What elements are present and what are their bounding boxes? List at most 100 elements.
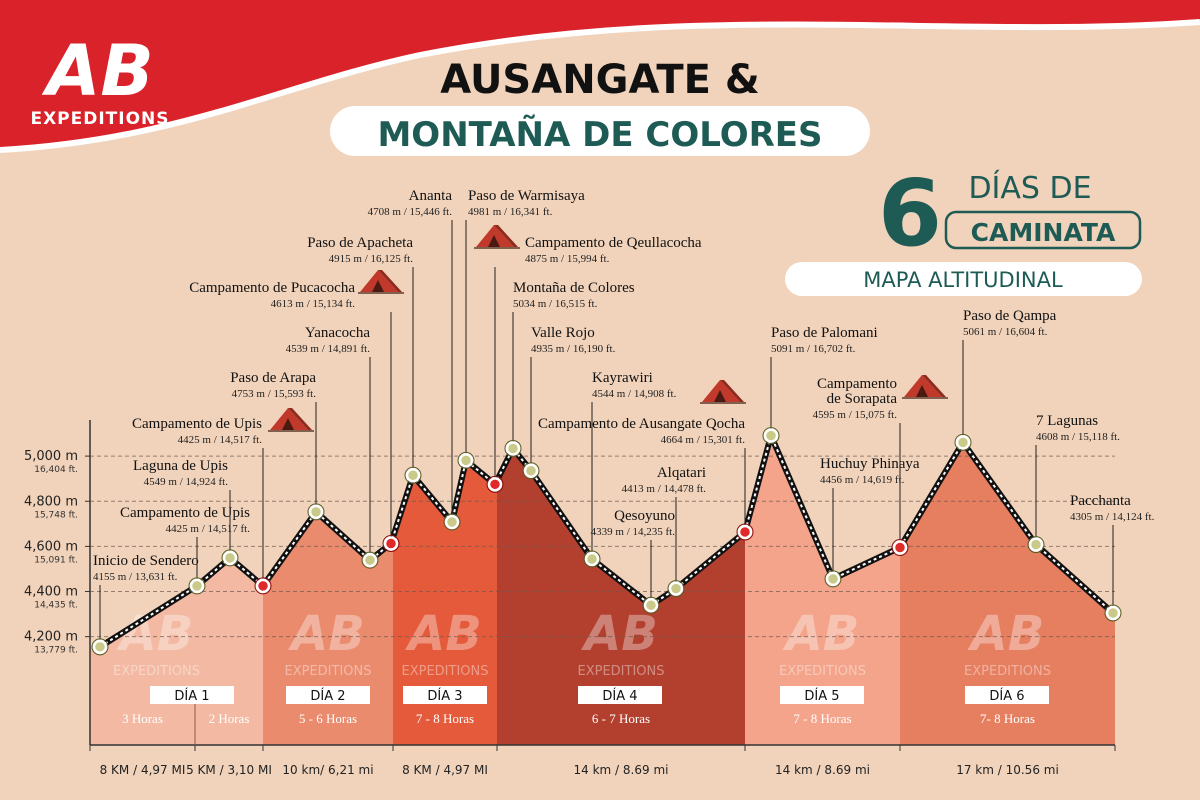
waypoint-marker xyxy=(955,435,971,450)
title-pill xyxy=(330,106,870,156)
waypoint-elevation: 4544 m / 14,908 ft. xyxy=(592,388,677,400)
day-hours: 6 - 7 Horas xyxy=(592,711,650,726)
waypoint-name: Campamento de Upis xyxy=(132,416,262,432)
waypoint-marker xyxy=(1105,605,1121,621)
waypoint-elevation: 4935 m / 16,190 ft. xyxy=(531,343,616,355)
watermark-name: EXPEDITIONS xyxy=(964,664,1051,679)
day-hours: 7 - 8 Horas xyxy=(793,711,851,726)
waypoint-name: Paso de Palomani xyxy=(771,325,878,341)
waypoint-elevation: 4549 m / 14,924 ft. xyxy=(144,476,229,488)
waypoint-marker-ring xyxy=(1027,536,1045,554)
watermark-logo: AB xyxy=(580,606,658,662)
watermark-logo: AB xyxy=(404,606,482,662)
tent-icon xyxy=(358,270,404,294)
tent-door xyxy=(714,390,726,402)
waypoint-marker xyxy=(308,504,324,520)
title-line1: AUSANGATE & xyxy=(440,57,760,103)
waypoint-elevation: 4595 m / 15,075 ft. xyxy=(813,409,898,421)
waypoint-marker-ring xyxy=(91,638,109,656)
day-hours: 2 Horas xyxy=(209,711,250,726)
waypoint-marker xyxy=(892,540,908,555)
tent-icon xyxy=(474,225,520,249)
watermark-name: EXPEDITIONS xyxy=(779,664,866,679)
waypoint-marker-ring xyxy=(361,551,379,569)
waypoint-name: Ananta xyxy=(409,188,453,204)
tent-side xyxy=(494,225,518,247)
waypoint-elevation: 4981 m / 16,341 ft. xyxy=(468,206,553,218)
waypoint-name: Laguna de Upis xyxy=(133,458,228,474)
waypoint-elevation: 4753 m / 15,593 ft. xyxy=(232,388,317,400)
waypoint-marker-ring xyxy=(254,577,272,595)
waypoint-marker-ring xyxy=(504,439,522,457)
tent-body xyxy=(476,225,514,247)
y-tick-feet: 15,748 ft. xyxy=(34,510,78,520)
waypoint-marker xyxy=(505,441,521,456)
day-label: DÍA 2 xyxy=(310,688,345,704)
badge-number: 6 xyxy=(878,160,942,267)
day-distance: 8 KM / 4,97 MI xyxy=(100,763,186,777)
watermark-name: EXPEDITIONS xyxy=(113,664,200,679)
waypoint-marker xyxy=(523,463,539,479)
waypoint-name: Yanacocha xyxy=(305,325,370,341)
waypoint-name: Campamento de Pucacocha xyxy=(189,280,355,296)
y-tick-feet: 13,779 ft. xyxy=(34,646,78,656)
waypoint-marker-ring xyxy=(1104,604,1122,622)
waypoint-marker-ring xyxy=(667,580,685,598)
waypoint-marker-ring xyxy=(486,475,504,493)
waypoint-marker-ring xyxy=(221,549,239,567)
tent-icon xyxy=(902,375,948,399)
waypoint-marker xyxy=(737,524,753,540)
tent-icon xyxy=(700,380,746,404)
waypoint-name: Kayrawiri xyxy=(592,370,653,386)
title-line2: MONTAÑA DE COLORES xyxy=(377,114,822,155)
y-tick-label: 4,400 m xyxy=(24,585,78,600)
day-pill xyxy=(780,686,864,704)
waypoint-elevation: 5061 m / 16,604 ft. xyxy=(963,326,1048,338)
day-hours: 3 Horas xyxy=(122,711,163,726)
waypoint-name: Paso de Warmisaya xyxy=(468,188,585,204)
waypoint-marker-ring xyxy=(404,466,422,484)
tent-door xyxy=(916,385,928,397)
day-hours: 7- 8 Horas xyxy=(980,711,1035,726)
waypoint-marker-ring xyxy=(522,462,540,480)
waypoint-elevation: 4875 m / 15,994 ft. xyxy=(525,253,610,265)
logo: AB xyxy=(41,30,154,112)
waypoint-elevation: 4539 m / 14,891 ft. xyxy=(286,343,371,355)
day-distance: 14 km / 8.69 mi xyxy=(574,763,669,777)
watermark-name: EXPEDITIONS xyxy=(401,664,488,679)
waypoint-marker xyxy=(92,639,108,655)
waypoint-marker xyxy=(444,514,460,530)
waypoint-marker xyxy=(405,468,421,483)
day-pill xyxy=(578,686,662,704)
day-pill xyxy=(150,686,234,704)
y-tick-label: 4,200 m xyxy=(24,630,78,645)
badge-line1: DÍAS DE xyxy=(968,170,1091,206)
waypoint-marker-ring xyxy=(736,523,754,541)
waypoint-marker-ring xyxy=(954,433,972,451)
tent-side xyxy=(720,380,744,402)
waypoint-marker xyxy=(189,578,205,594)
waypoint-marker-ring xyxy=(307,503,325,521)
tent-icon xyxy=(268,408,314,432)
tent-body xyxy=(360,270,398,292)
waypoint-elevation: 4155 m / 13,631 ft. xyxy=(93,571,178,583)
waypoint-marker-ring xyxy=(642,596,660,614)
day-distance: 10 km/ 6,21 mi xyxy=(282,763,373,777)
waypoint-marker xyxy=(383,536,399,551)
waypoint-marker xyxy=(1028,537,1044,552)
waypoint-elevation: 4339 m / 14,235 ft. xyxy=(591,526,676,538)
tent-body xyxy=(702,380,740,402)
waypoint-elevation: 4305 m / 14,124 ft. xyxy=(1070,511,1155,523)
waypoint-name: Inicio de Sendero xyxy=(93,553,199,569)
day-hours: 5 - 6 Horas xyxy=(299,711,357,726)
y-tick-feet: 15,091 ft. xyxy=(34,555,78,565)
tent-side xyxy=(288,408,312,430)
waypoint-elevation: 4413 m / 14,478 ft. xyxy=(622,483,707,495)
waypoint-name: de Sorapata xyxy=(827,391,898,407)
day-distance: 5 KM / 3,10 MI xyxy=(186,763,272,777)
waypoint-name: Alqatari xyxy=(657,465,706,481)
tent-door xyxy=(372,280,384,292)
waypoint-marker xyxy=(763,428,779,443)
